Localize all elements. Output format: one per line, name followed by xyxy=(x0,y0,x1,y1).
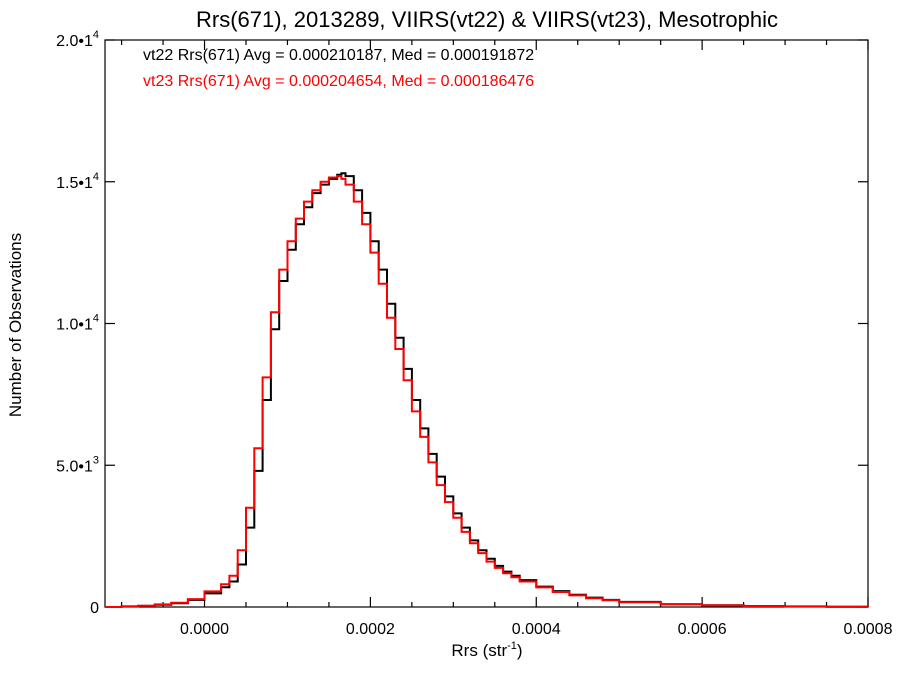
x-tick-label: 0.0004 xyxy=(512,621,561,638)
x-axis: 0.0000 0.0002 0.0004 0.0006 0.0008 xyxy=(120,40,893,638)
y-tick-label: 1.5•14 xyxy=(56,171,99,192)
plot-border xyxy=(104,39,869,608)
x-tick-label: 0.0008 xyxy=(844,621,893,638)
annotations: vt22 Rrs(671) Avg = 0.000210187, Med = 0… xyxy=(143,47,534,90)
y-axis-label: Number of Observations xyxy=(6,233,25,417)
stats-annotation: vt22 Rrs(671) Avg = 0.000210187, Med = 0… xyxy=(143,47,534,64)
x-tick-label: 0.0006 xyxy=(678,621,727,638)
y-tick-label: 5.0•13 xyxy=(56,454,99,475)
x-tick-label: 0.0002 xyxy=(346,621,395,638)
plot-area xyxy=(104,39,869,608)
y-axis: 0 5.0•13 1.0•14 1.5•14 2.0•14 xyxy=(56,29,868,617)
x-tick-label: 0.0000 xyxy=(180,621,229,638)
chart-title: Rrs(671), 2013289, VIIRS(vt22) & VIIRS(v… xyxy=(196,7,778,32)
y-tick-label: 0 xyxy=(90,600,99,617)
series-vt23-line xyxy=(105,175,869,608)
stats-annotation: vt23 Rrs(671) Avg = 0.000204654, Med = 0… xyxy=(143,73,534,90)
series-layer xyxy=(105,172,869,608)
series-vt22-line xyxy=(105,172,869,608)
x-axis-label: Rrs (str-1) xyxy=(451,640,522,660)
y-tick-label: 2.0•14 xyxy=(56,29,99,50)
y-tick-label: 1.0•14 xyxy=(56,313,99,334)
